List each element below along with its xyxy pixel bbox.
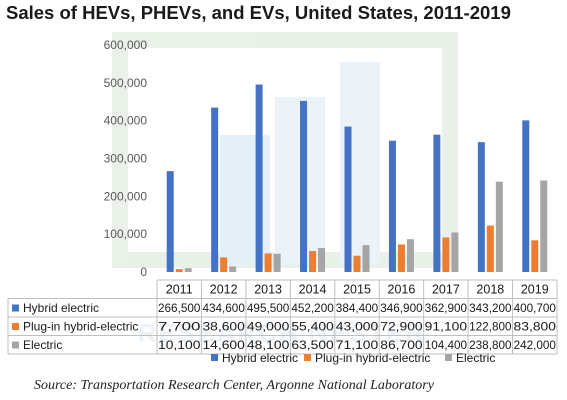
bar <box>531 240 539 272</box>
watermark-text: RESEARCH NESTER <box>138 318 427 348</box>
data-label: 104,400 <box>425 338 468 352</box>
legend: Hybrid electric Plug-in hybrid-electric El… <box>211 351 495 365</box>
data-label: 71,100 <box>336 338 379 352</box>
x-category-label: 2012 <box>210 283 238 297</box>
source-note: Source: Transportation Research Center, … <box>34 378 434 393</box>
x-category-label: 2019 <box>521 283 549 297</box>
bar <box>477 142 485 272</box>
bar <box>273 253 281 272</box>
bar <box>433 134 441 272</box>
bar <box>406 239 414 272</box>
x-category-label: 2015 <box>343 283 371 297</box>
data-label: 55,400 <box>291 320 334 334</box>
y-tick-label: 200,000 <box>104 189 148 203</box>
bars <box>166 84 548 273</box>
bar <box>255 84 263 273</box>
data-label: 343,200 <box>469 301 512 315</box>
bar <box>442 237 450 272</box>
data-label: 434,600 <box>202 301 245 315</box>
data-label: 122,800 <box>469 320 512 334</box>
bar <box>353 255 361 272</box>
x-category-label: 2018 <box>476 283 504 297</box>
bar <box>522 120 530 273</box>
bar <box>166 171 174 272</box>
data-label: 495,500 <box>247 301 290 315</box>
data-label: 266,500 <box>158 301 201 315</box>
y-tick-label: 400,000 <box>104 114 148 128</box>
legend-label: Plug-in hybrid-electric <box>315 351 430 365</box>
data-label: 238,800 <box>469 338 512 352</box>
data-label: 7,700 <box>158 320 201 334</box>
table-legend-key <box>12 341 19 349</box>
bar <box>211 107 219 273</box>
data-label: 63,500 <box>291 338 334 352</box>
bar <box>495 181 503 272</box>
y-tick-label: 300,000 <box>104 152 148 166</box>
legend-key <box>445 354 452 361</box>
bar <box>486 225 494 272</box>
data-label: 72,900 <box>380 320 423 334</box>
data-label: 346,900 <box>380 301 423 315</box>
data-table: 2011 2012 2013 2014 2015 2016 2017 2018 2019 Hybr… <box>7 279 558 355</box>
data-label: 43,000 <box>336 320 379 334</box>
bar <box>309 251 317 272</box>
data-label: 86,700 <box>380 338 423 352</box>
bar <box>220 257 228 272</box>
legend-label: Hybrid electric <box>222 351 298 365</box>
data-label: 48,100 <box>247 338 290 352</box>
bar <box>184 268 192 272</box>
data-label: 49,000 <box>247 320 290 334</box>
bar <box>362 245 370 272</box>
data-label: 242,000 <box>514 338 557 352</box>
y-tick-label: 100,000 <box>104 227 148 241</box>
data-label: 91,100 <box>425 320 468 334</box>
bar <box>318 247 326 272</box>
table-series-name: Electric <box>23 338 62 352</box>
x-category-label: 2016 <box>388 283 416 297</box>
y-axis: 0 100,000 200,000 300,000 400,000 500,000 600,… <box>104 38 148 279</box>
bar <box>451 232 459 272</box>
bar <box>344 126 352 272</box>
chart-title: Sales of HEVs, PHEVs, and EVs, United St… <box>6 2 511 23</box>
legend-label: Electric <box>456 351 495 365</box>
data-label: 38,600 <box>202 320 245 334</box>
bar <box>175 269 183 272</box>
data-label: 83,800 <box>514 320 557 334</box>
data-label: 384,400 <box>336 301 379 315</box>
table-legend-key <box>12 304 19 312</box>
data-label: 452,200 <box>291 301 334 315</box>
bar <box>264 253 272 272</box>
x-category-label: 2013 <box>254 283 282 297</box>
table-series-name: Hybrid electric <box>23 301 99 315</box>
y-tick-label: 0 <box>140 265 147 279</box>
y-tick-label: 600,000 <box>104 38 148 52</box>
bar <box>300 100 308 272</box>
legend-key <box>211 354 218 361</box>
bar <box>229 266 237 272</box>
data-label: 10,100 <box>158 338 201 352</box>
table-series-name: Plug-in hybrid-electric <box>23 320 138 334</box>
legend-key <box>304 354 311 361</box>
x-category-label: 2011 <box>166 283 193 297</box>
data-label: 14,600 <box>202 338 245 352</box>
x-category-label: 2017 <box>432 283 460 297</box>
bar <box>397 244 405 272</box>
watermark-block <box>275 97 325 265</box>
data-label: 362,900 <box>425 301 468 315</box>
table-legend-key <box>12 323 19 330</box>
y-tick-label: 500,000 <box>104 76 148 90</box>
data-label: 400,700 <box>514 301 557 315</box>
bar <box>540 180 548 272</box>
x-category-label: 2014 <box>299 283 327 297</box>
bar <box>388 140 396 272</box>
